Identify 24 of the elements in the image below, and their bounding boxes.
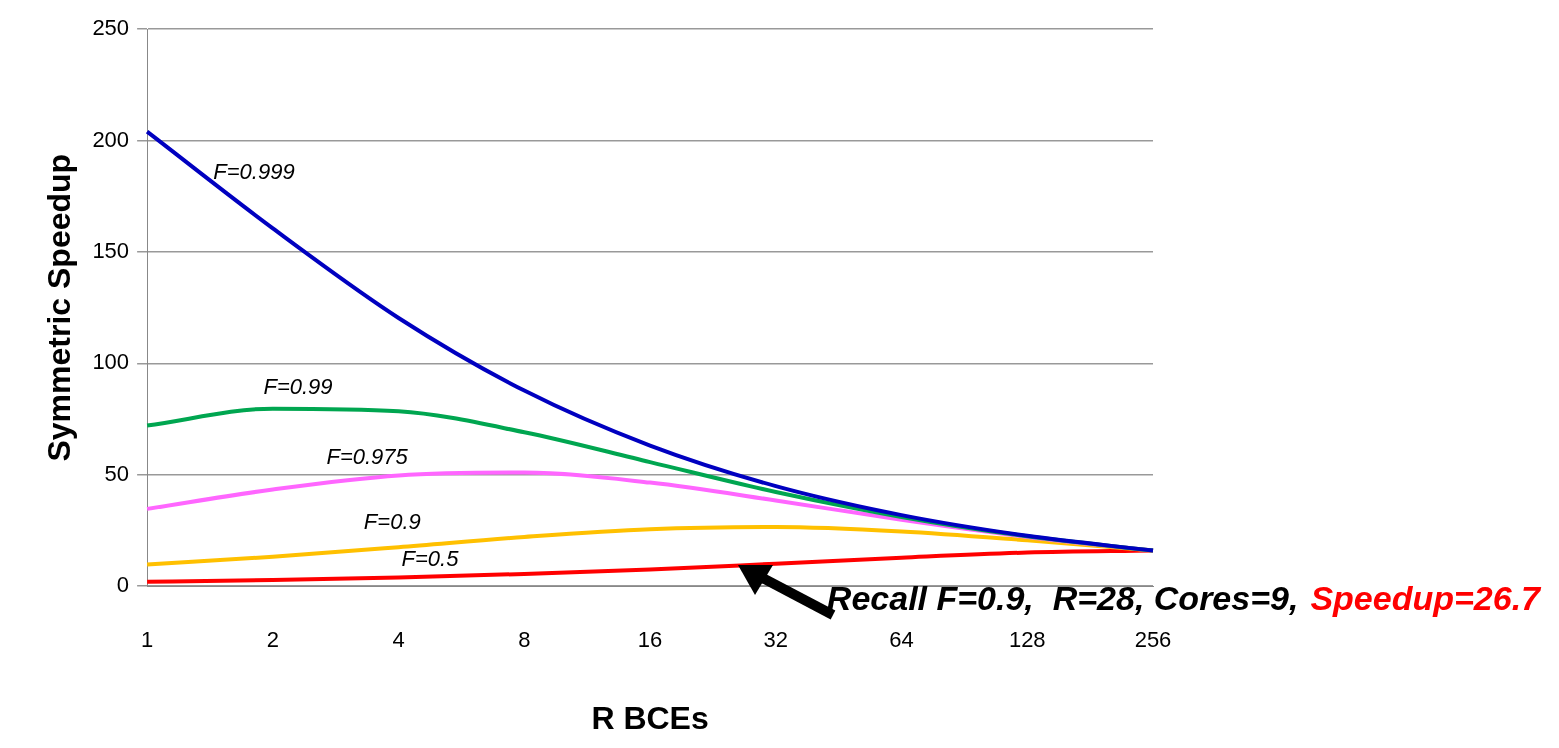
y-tick-label: 100 bbox=[92, 349, 130, 375]
x-tick-label: 8 bbox=[518, 627, 531, 653]
y-tick-label: 200 bbox=[92, 126, 130, 152]
series-label: F=0.9 bbox=[363, 508, 421, 534]
x-axis-title: R BCEs bbox=[591, 699, 709, 736]
y-axis-title: Symmetric Speedup bbox=[41, 153, 78, 462]
y-tick-label: 250 bbox=[92, 15, 130, 41]
y-tick-label: 150 bbox=[92, 238, 130, 264]
x-tick-label: 2 bbox=[266, 627, 279, 653]
x-tick-label: 4 bbox=[392, 627, 405, 653]
x-tick-label: 1 bbox=[140, 627, 154, 653]
x-tick-label: 32 bbox=[763, 627, 789, 653]
x-tick-label: 16 bbox=[637, 627, 663, 653]
text: Speedup=26.7 bbox=[1310, 578, 1543, 617]
annotation: Recall F=0.9, R=28, Cores=9, bbox=[826, 578, 1299, 617]
y-tick-label: 0 bbox=[116, 572, 130, 598]
series-label: F=0.999 bbox=[213, 159, 295, 184]
series-label: F=0.99 bbox=[263, 374, 333, 400]
x-tick-label: 256 bbox=[1134, 627, 1172, 653]
x-tick-label: 64 bbox=[889, 627, 914, 653]
series-label: F=0.975 bbox=[326, 444, 409, 470]
x-tick-label: 128 bbox=[1008, 627, 1046, 653]
series-label: F=0.5 bbox=[401, 545, 460, 571]
y-tick-label: 50 bbox=[104, 460, 130, 486]
